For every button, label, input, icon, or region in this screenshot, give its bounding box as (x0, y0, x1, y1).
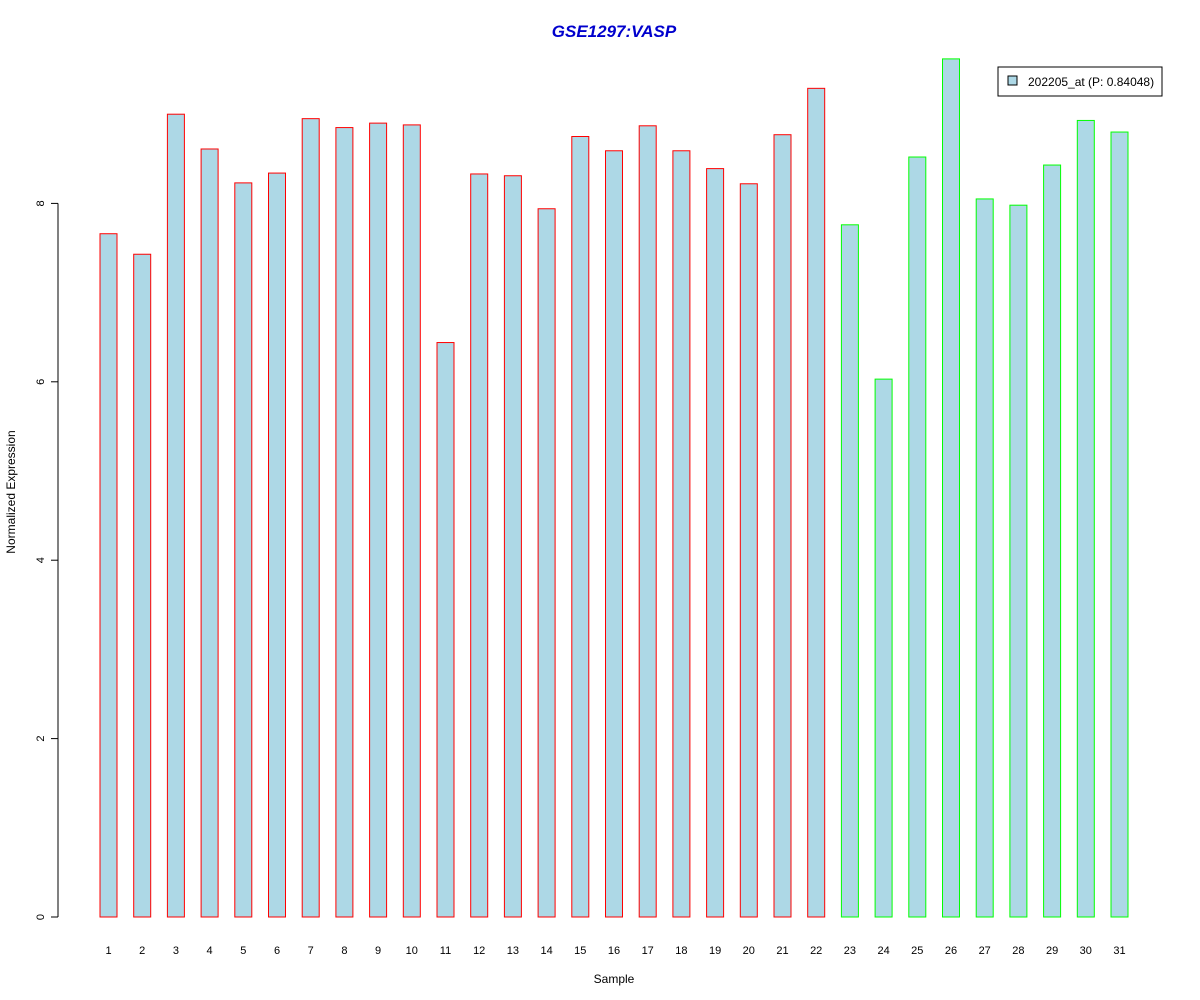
bar (268, 172, 286, 918)
bar (1110, 131, 1129, 918)
bar (638, 125, 657, 918)
x-axis-label: Sample (594, 972, 635, 986)
x-tick-label: 28 (1012, 945, 1024, 957)
x-tick-label: 24 (877, 945, 889, 957)
bar (402, 124, 421, 918)
bar (234, 182, 253, 918)
x-tick-label: 21 (776, 945, 788, 957)
y-tick-label: 0 (35, 914, 47, 920)
x-tick-labels: 1 2 3 4 5 6 7 8 9 10 11 12 13 14 15 16 17 18 19 20 21 22 23 24 2… (105, 945, 1125, 957)
bar (200, 148, 219, 918)
bar (369, 122, 388, 918)
x-tick-label: 18 (675, 945, 687, 957)
legend: 202205_at (P: 0.84048) (997, 66, 1163, 97)
bar (908, 156, 927, 918)
y-tick-label: 8 (35, 200, 47, 206)
x-tick-label: 8 (341, 945, 347, 957)
bar (571, 136, 590, 918)
x-tick-label: 16 (608, 945, 620, 957)
bars-group (99, 58, 1129, 918)
bar (166, 113, 185, 918)
x-tick-label: 27 (979, 945, 991, 957)
bar (739, 183, 758, 918)
bar (605, 150, 623, 918)
bar (436, 342, 455, 918)
x-tick-label: 25 (911, 945, 923, 957)
bar (537, 208, 556, 918)
bar (503, 175, 522, 918)
x-tick-label: 5 (240, 945, 246, 957)
bar (706, 168, 725, 918)
y-tick-label: 4 (35, 557, 47, 563)
y-tick-label: 2 (35, 736, 47, 742)
x-tick-label: 20 (743, 945, 755, 957)
x-tick-label: 10 (406, 945, 418, 957)
bar (942, 58, 960, 918)
x-tick-label: 12 (473, 945, 485, 957)
x-tick-label: 9 (375, 945, 381, 957)
bar (133, 253, 152, 918)
x-tick-label: 22 (810, 945, 822, 957)
bar (1043, 164, 1062, 918)
x-tick-label: 29 (1046, 945, 1058, 957)
x-tick-label: 13 (507, 945, 519, 957)
bar (840, 224, 859, 918)
x-tick-label: 23 (844, 945, 856, 957)
chart-title: GSE1297:VASP (552, 22, 677, 41)
bar (1076, 119, 1095, 918)
x-tick-label: 2 (139, 945, 145, 957)
x-tick-label: 19 (709, 945, 721, 957)
bar (301, 118, 320, 918)
bar (335, 127, 354, 918)
legend-box (997, 66, 1163, 97)
y-axis-label: Normalized Expression (4, 430, 18, 553)
x-tick-label: 31 (1113, 945, 1125, 957)
x-tick-label: 26 (945, 945, 957, 957)
x-tick-label: 7 (308, 945, 314, 957)
y-tick-label: 6 (35, 379, 47, 385)
x-tick-label: 3 (173, 945, 179, 957)
x-tick-label: 30 (1080, 945, 1092, 957)
x-tick-label: 6 (274, 945, 280, 957)
bar (470, 173, 489, 918)
x-tick-label: 14 (540, 945, 552, 957)
legend-swatch (1007, 75, 1018, 86)
y-axis: 0 2 4 6 8 (35, 200, 59, 920)
bar (807, 87, 826, 918)
x-tick-label: 1 (105, 945, 111, 957)
bar (672, 150, 691, 918)
bar (975, 198, 994, 918)
legend-label: 202205_at (P: 0.84048) (1028, 75, 1154, 89)
x-tick-label: 17 (642, 945, 654, 957)
x-tick-label: 4 (207, 945, 213, 957)
bar (1009, 204, 1028, 918)
bar (773, 134, 792, 918)
bar (874, 378, 893, 918)
bar (99, 233, 118, 918)
x-tick-label: 15 (574, 945, 586, 957)
x-tick-label: 11 (440, 945, 451, 957)
